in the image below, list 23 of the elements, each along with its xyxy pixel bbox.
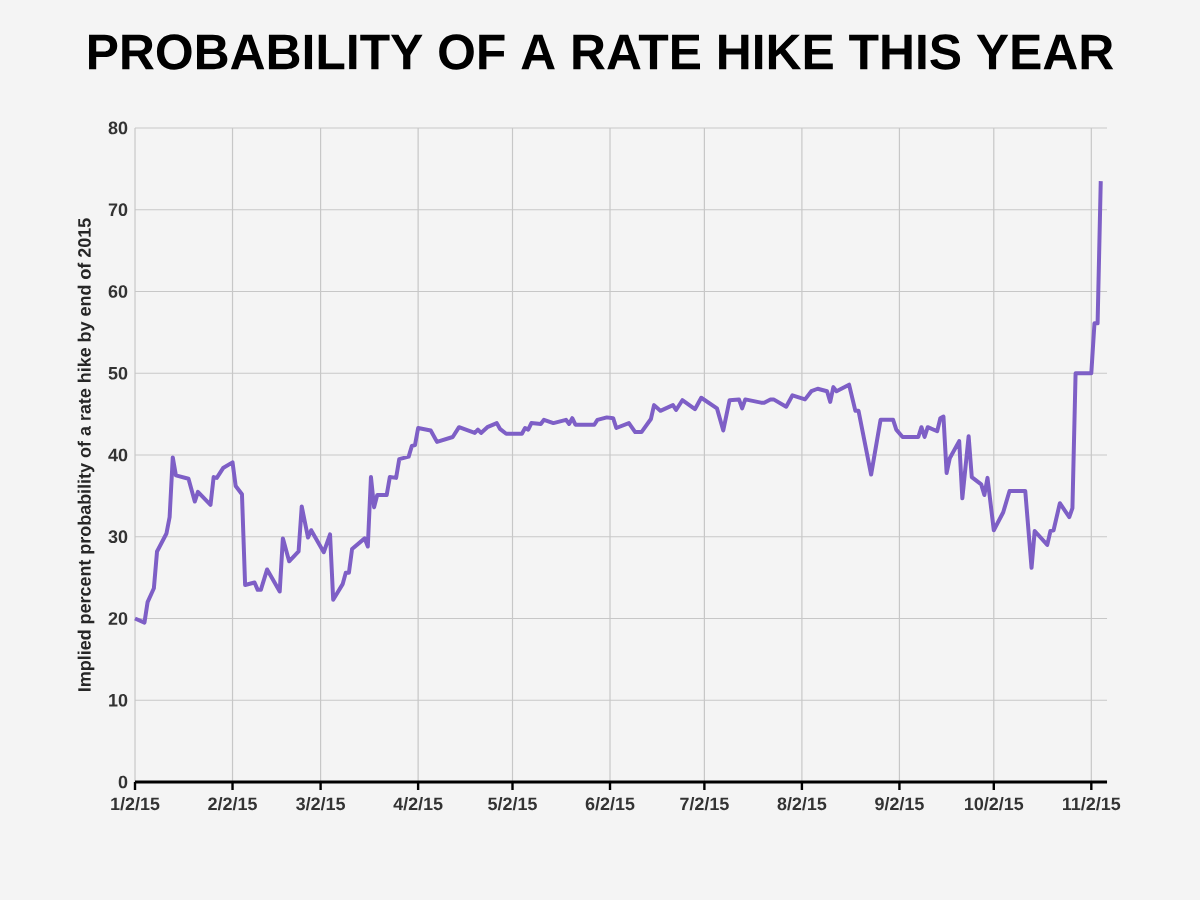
y-tick-label: 20 <box>108 612 128 625</box>
x-tick-label: 4/2/15 <box>393 797 443 811</box>
x-tick-label: 3/2/15 <box>296 797 346 811</box>
y-tick-label: 40 <box>108 448 128 462</box>
x-tick-label: 9/2/15 <box>875 797 924 811</box>
y-tick-label: 70 <box>108 203 128 217</box>
line-series <box>133 179 1103 625</box>
chart-title: PROBABILITY OF A RATE HIKE THIS YEAR <box>89 34 1114 70</box>
y-tick-label: 50 <box>108 366 128 380</box>
x-tick-label: 8/2/15 <box>777 797 827 811</box>
y-tick-label: 0 <box>118 775 128 789</box>
x-tick-label: 5/2/15 <box>488 797 537 811</box>
y-axis-title: Implied percent probability of a rate hike by end of 2015 <box>77 218 95 691</box>
x-tick-label: 10/2/15 <box>965 797 1024 811</box>
x-tick-label: 7/2/15 <box>680 797 729 811</box>
x-tick-label: 6/2/15 <box>585 797 635 811</box>
y-tick-label: 80 <box>108 121 128 135</box>
y-tick-label: 60 <box>108 285 128 298</box>
x-tick-label: 2/2/15 <box>208 797 257 811</box>
x-tick-label: 11/2/15 <box>1063 797 1121 811</box>
x-tick-label: 1/2/15 <box>111 797 160 811</box>
y-tick-label: 30 <box>108 530 128 544</box>
y-tick-label: 10 <box>109 693 128 707</box>
